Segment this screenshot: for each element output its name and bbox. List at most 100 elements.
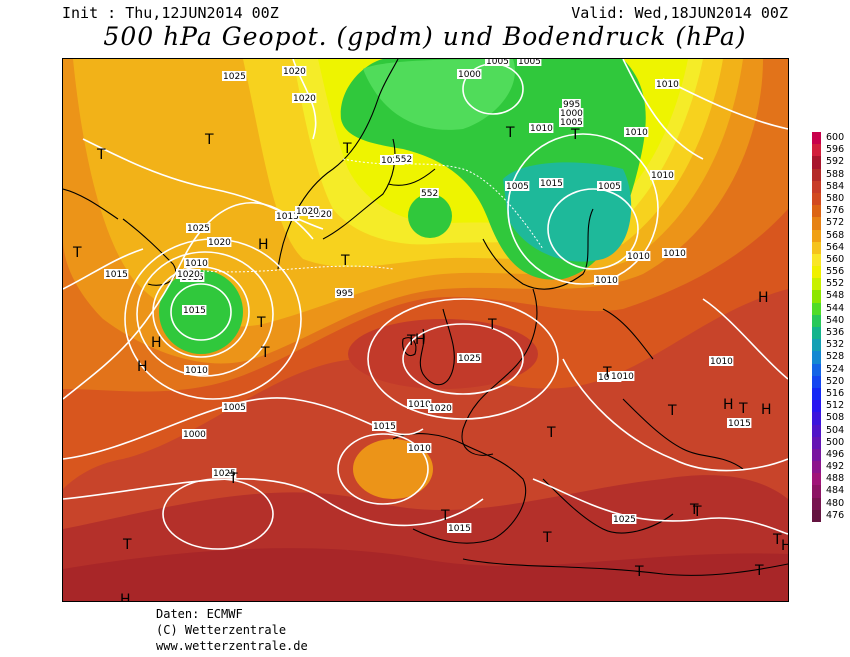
high-pressure-marker: H	[758, 290, 769, 306]
legend-swatch	[812, 278, 821, 291]
legend-swatch	[812, 509, 821, 522]
high-pressure-marker: H	[258, 237, 269, 253]
isobar-label-bg	[184, 258, 209, 268]
isobar-label-bg	[380, 155, 405, 165]
legend-swatch	[812, 424, 821, 437]
high-pressure-marker: H	[151, 335, 162, 351]
isobar-label: 1015	[540, 179, 563, 189]
isobar-label: 1025	[613, 515, 636, 525]
isobar-label-bg	[407, 399, 432, 409]
isobar-label-bg	[457, 69, 482, 79]
legend-swatch	[812, 363, 821, 376]
legend-entry: 540	[812, 314, 850, 327]
isobar-label-bg	[610, 371, 635, 381]
isobar-label: 995	[336, 289, 353, 299]
legend-swatch	[812, 266, 821, 279]
isobar-label: 1005	[560, 118, 583, 128]
legend-swatch	[812, 351, 821, 364]
low-pressure-marker: T	[542, 530, 552, 546]
footer-credits: Daten: ECMWF (C) Wetterzentrale www.wett…	[156, 606, 308, 654]
legend-entry: 488	[812, 473, 850, 486]
legend-entry: 476	[812, 509, 850, 522]
legend-entry: 572	[812, 217, 850, 230]
isobar-label: 1020	[283, 67, 306, 77]
legend-swatch	[812, 168, 821, 181]
legend-entry: 560	[812, 253, 850, 267]
legend-entry: 564	[812, 241, 850, 254]
footer-data-source: Daten: ECMWF	[156, 607, 243, 621]
isobar-label-bg	[222, 402, 247, 412]
legend-swatch	[812, 387, 821, 401]
legend-label: 600	[826, 132, 845, 143]
legend-label: 580	[826, 192, 845, 204]
isobar-label-bg	[662, 248, 687, 258]
isobar-label: 1020	[296, 207, 319, 217]
isobar-label: 1025	[223, 72, 246, 82]
legend-swatch	[812, 302, 821, 315]
isobar-label: 1010	[408, 444, 431, 454]
legend-entry: 496	[812, 448, 850, 462]
coastlines	[63, 59, 788, 576]
legend-label: 508	[826, 412, 845, 424]
isobar-label-bg	[394, 154, 413, 164]
low-pressure-marker: T	[228, 471, 238, 487]
legend-swatch	[812, 412, 821, 425]
legend-entry: 556	[812, 266, 850, 279]
isobar-label: 1020	[293, 94, 316, 104]
legend-swatch	[812, 448, 821, 462]
isobar-label: 1010	[656, 80, 679, 90]
legend-swatch	[812, 436, 821, 449]
legend-swatch	[812, 473, 821, 486]
legend-entry: 544	[812, 302, 850, 315]
legend-swatch	[812, 327, 821, 340]
legend-label: 552	[826, 278, 845, 290]
isobar-label: 1020	[309, 210, 332, 220]
isobar-label: 1015	[598, 373, 621, 383]
isobar-label-bg	[529, 123, 554, 133]
isobar-label-bg	[308, 209, 333, 219]
isobar-label: 1010	[625, 128, 648, 138]
legend-entry: 528	[812, 351, 850, 364]
legend-entry: 536	[812, 327, 850, 340]
isobar-label-bg	[182, 305, 207, 315]
isobar-label: 1010	[595, 276, 618, 286]
legend-swatch	[812, 205, 821, 218]
high-pressure-marker: H	[781, 538, 788, 554]
isobar-label: 1000	[560, 109, 583, 119]
isobar-label: 1015	[183, 306, 206, 316]
legend-entry: 492	[812, 461, 850, 474]
legend-entry: 576	[812, 205, 850, 218]
isobar-label-bg	[420, 188, 439, 198]
isobar-label: 1005	[223, 403, 246, 413]
isobar-label-bg	[335, 288, 354, 298]
isobar-label: 1000	[458, 70, 481, 80]
isobar-label-bg	[505, 181, 530, 191]
footer-website: www.wetterzentrale.de	[156, 639, 308, 653]
legend-swatch	[812, 461, 821, 474]
legend-label: 500	[826, 436, 845, 448]
low-pressure-marker: T	[602, 365, 612, 381]
low-pressure-marker: T	[260, 345, 270, 361]
isobar-label: 1000	[183, 430, 206, 440]
isobar-label-bg	[428, 403, 453, 413]
low-pressure-marker: T	[634, 564, 644, 580]
legend-swatch	[812, 144, 821, 157]
isobar-label: 1005	[598, 182, 621, 192]
legend-label: 476	[826, 509, 845, 521]
low-pressure-marker: T	[738, 401, 748, 417]
isobar-label-bg	[559, 117, 584, 127]
isobar-label-bg	[624, 127, 649, 137]
pressure-centers: TTTTTHTTTTHTHTHTHHTTTTTTTTTTTTHHH	[72, 125, 788, 601]
legend-swatch	[812, 229, 821, 242]
low-pressure-marker: T	[96, 147, 106, 163]
isobar-label-bg	[292, 93, 317, 103]
legend-label: 504	[826, 424, 845, 436]
legend-label: 516	[826, 387, 845, 399]
isobar-label-bg	[597, 181, 622, 191]
geopotential-contours	[182, 158, 544, 273]
legend-entry: 532	[812, 339, 850, 352]
legend-swatch	[812, 217, 821, 230]
legend-label: 496	[826, 448, 845, 460]
low-pressure-marker: T	[689, 502, 699, 518]
isobar-label-bg	[485, 59, 510, 66]
